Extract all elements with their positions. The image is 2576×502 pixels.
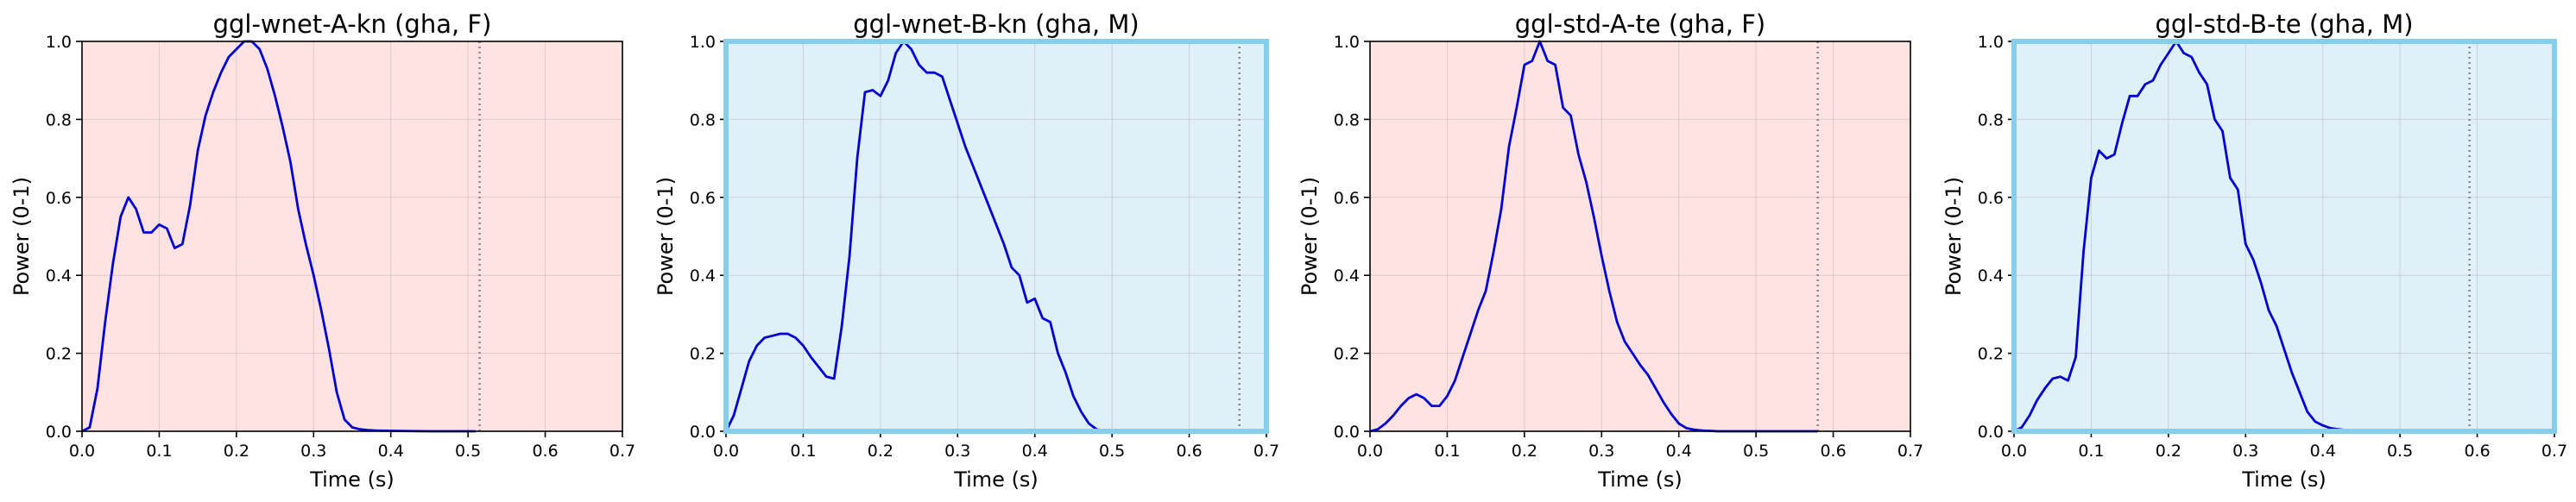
y-tick-label: 0.2 — [46, 345, 72, 364]
x-axis-label: Time (s) — [1597, 467, 1683, 492]
chart-title: ggl-wnet-B-kn (gha, M) — [853, 9, 1139, 39]
x-tick-label: 0.5 — [2387, 442, 2413, 461]
chart-panel: 0.0 0.1 0.2 0.3 0.4 0.5 0.6 0.7 0.0 0.2 0.4 0.6 0.8 1… — [1297, 9, 1923, 492]
x-tick-label: 0.2 — [224, 442, 249, 461]
chart-title: ggl-std-A-te (gha, F) — [1515, 9, 1765, 39]
y-tick-label: 0.8 — [690, 110, 716, 129]
series-line — [2013, 40, 2470, 433]
x-tick-label: 0.0 — [2001, 442, 2027, 461]
x-axis-label: Time (s) — [953, 467, 1039, 492]
x-tick-label: 0.1 — [2078, 442, 2104, 461]
x-tick-label: 0.1 — [1434, 442, 1460, 461]
chart-panel: 0.0 0.1 0.2 0.3 0.4 0.5 0.6 0.7 0.0 0.2 0.4 0.6 0.8 1… — [653, 9, 1279, 492]
chart-panel: 0.0 0.1 0.2 0.3 0.4 0.5 0.6 0.7 0.0 0.2 0.4 0.6 0.8 1… — [1941, 9, 2567, 492]
y-tick-label: 0.6 — [1978, 189, 2004, 208]
x-axis-label: Time (s) — [309, 467, 395, 492]
x-tick-label: 0.6 — [532, 442, 558, 461]
y-tick-label: 1.0 — [690, 33, 716, 52]
x-tick-label: 0.4 — [378, 442, 404, 461]
chart-title: ggl-std-B-te (gha, M) — [2155, 9, 2413, 39]
series-line — [724, 40, 1113, 433]
y-tick-label: 1.0 — [1334, 33, 1360, 52]
x-tick-label: 0.1 — [790, 442, 816, 461]
y-tick-label: 0.6 — [690, 189, 716, 208]
chart-title: ggl-wnet-A-kn (gha, F) — [213, 9, 492, 39]
y-tick-label: 0.2 — [1978, 345, 2004, 364]
x-tick-label: 0.6 — [2464, 442, 2490, 461]
y-tick-label: 0.0 — [1978, 423, 2004, 442]
plot-background — [2014, 41, 2554, 431]
y-tick-label: 0.2 — [1334, 345, 1360, 364]
y-tick-label: 1.0 — [1978, 33, 2004, 52]
y-tick-label: 0.0 — [1334, 423, 1360, 442]
x-axis-label: Time (s) — [2241, 467, 2327, 492]
x-tick-label: 0.1 — [146, 442, 172, 461]
chart-panel: 0.0 0.1 0.2 0.3 0.4 0.5 0.6 0.7 0.0 0.2 0.4 0.6 0.8 1… — [9, 9, 635, 492]
x-tick-label: 0.0 — [69, 442, 95, 461]
y-axis-label: Power (0-1) — [1297, 177, 1322, 296]
x-tick-label: 0.7 — [1897, 442, 1923, 461]
x-tick-label: 0.7 — [1253, 442, 1279, 461]
series-line — [1369, 40, 1818, 433]
x-tick-label: 0.6 — [1820, 442, 1846, 461]
plot-background — [1370, 41, 1910, 431]
x-tick-label: 0.3 — [300, 442, 326, 461]
x-tick-label: 0.5 — [455, 442, 481, 461]
y-tick-label: 0.4 — [1334, 267, 1360, 286]
plot-background — [726, 41, 1266, 431]
y-tick-label: 0.2 — [690, 345, 716, 364]
x-tick-label: 0.7 — [609, 442, 635, 461]
x-tick-label: 0.6 — [1176, 442, 1202, 461]
y-tick-label: 0.0 — [690, 423, 716, 442]
plot-frame — [2011, 39, 2557, 434]
y-tick-label: 0.6 — [1334, 189, 1360, 208]
y-tick-label: 1.0 — [46, 33, 72, 52]
x-tick-label: 0.5 — [1099, 442, 1125, 461]
y-tick-label: 0.4 — [1978, 267, 2004, 286]
x-tick-label: 0.5 — [1743, 442, 1769, 461]
y-tick-label: 0.0 — [46, 423, 72, 442]
y-tick-label: 0.6 — [46, 189, 72, 208]
y-tick-label: 0.4 — [46, 267, 72, 286]
y-axis-label: Power (0-1) — [1941, 177, 1966, 296]
x-tick-label: 0.4 — [2310, 442, 2336, 461]
plot-frame — [81, 41, 623, 432]
x-tick-label: 0.7 — [2541, 442, 2567, 461]
y-tick-label: 0.8 — [1978, 110, 2004, 129]
plot-frame — [1369, 41, 1911, 432]
x-tick-label: 0.3 — [2232, 442, 2258, 461]
x-tick-label: 0.3 — [944, 442, 970, 461]
x-tick-label: 0.0 — [1357, 442, 1383, 461]
x-tick-label: 0.4 — [1666, 442, 1692, 461]
x-tick-label: 0.2 — [2156, 442, 2181, 461]
y-tick-label: 0.8 — [1334, 110, 1360, 129]
x-tick-label: 0.2 — [868, 442, 893, 461]
plot-background — [82, 41, 622, 431]
y-tick-label: 0.8 — [46, 110, 72, 129]
y-axis-label: Power (0-1) — [653, 177, 678, 296]
x-tick-label: 0.4 — [1022, 442, 1048, 461]
x-tick-label: 0.2 — [1512, 442, 1537, 461]
y-tick-label: 0.4 — [690, 267, 716, 286]
x-tick-label: 0.0 — [713, 442, 739, 461]
plot-frame — [723, 39, 1269, 434]
y-axis-label: Power (0-1) — [9, 177, 34, 296]
x-tick-label: 0.3 — [1588, 442, 1614, 461]
